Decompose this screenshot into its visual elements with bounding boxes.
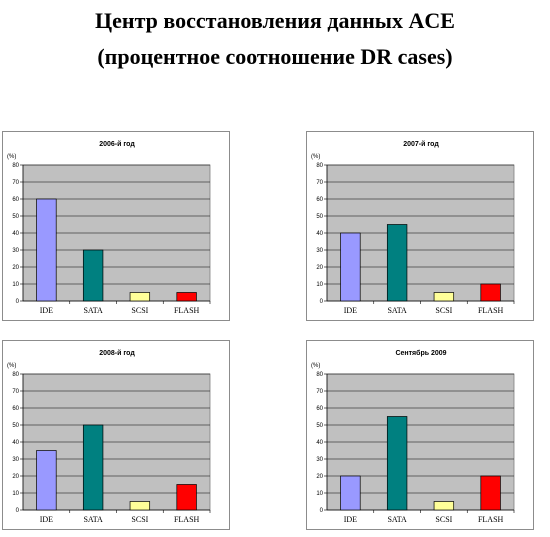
- page-title: Центр восстановления данных ACE: [95, 8, 455, 33]
- bar-sata: [82, 249, 104, 302]
- bar-ide: [36, 198, 57, 302]
- bar-flash: [480, 283, 501, 302]
- y-tick-label: 10: [12, 282, 19, 288]
- y-tick-label: 30: [316, 248, 323, 254]
- bar-flash: [176, 484, 197, 511]
- bar-flash: [176, 292, 197, 302]
- bar-flash: [480, 475, 501, 511]
- y-tick-label: 20: [316, 265, 323, 271]
- y-tick-label: 40: [316, 231, 323, 237]
- y-tick-label: 80: [316, 163, 323, 169]
- x-tick-label: SCSI: [131, 306, 148, 315]
- y-tick-label: 50: [316, 214, 323, 220]
- y-tick-label: 30: [12, 457, 19, 463]
- chart-2006-svg: 2006-й год (%) 0 10 20 30 40 50 60 70 80 IDE SATA SCS…: [7, 140, 211, 315]
- x-tick-label: FLASH: [478, 306, 504, 315]
- x-tick-label: FLASH: [174, 306, 200, 315]
- y-axis-unit: (%): [7, 154, 16, 160]
- y-tick-label: 40: [316, 440, 323, 446]
- y-tick-label: 0: [16, 299, 20, 305]
- chart-title: Сентябрь 2009: [395, 349, 446, 357]
- x-tick-label: SATA: [387, 515, 407, 524]
- y-tick-label: 30: [12, 248, 19, 254]
- y-tick-label: 10: [316, 282, 323, 288]
- chart-title: 2008-й год: [99, 349, 135, 357]
- y-tick-label: 20: [12, 474, 19, 480]
- chart-sep-2009-svg: Сентябрь 2009 (%) 0 10 20 30 40 50 60 70 80 IDE SATA…: [311, 349, 515, 524]
- chart-title: 2006-й год: [99, 140, 135, 148]
- y-tick-label: 20: [316, 474, 323, 480]
- chart-2008-svg: 2008-й год (%) 0 10 20 30 40 50 60 70 80 IDE SATA SCS…: [7, 349, 211, 524]
- x-tick-label: IDE: [344, 306, 357, 315]
- chart-sep-2009: Сентябрь 2009 (%) 0 10 20 30 40 50 60 70 80 IDE SATA…: [306, 340, 534, 530]
- y-tick-label: 80: [12, 372, 19, 378]
- x-tick-label: FLASH: [174, 515, 200, 524]
- y-tick-label: 40: [12, 231, 19, 237]
- bar-ide: [340, 475, 361, 511]
- y-tick-label: 80: [316, 372, 323, 378]
- chart-2008: 2008-й год (%) 0 10 20 30 40 50 60 70 80 IDE SATA SCS…: [2, 340, 230, 530]
- y-axis-unit: (%): [311, 154, 320, 160]
- y-tick-label: 60: [12, 197, 19, 203]
- y-tick-label: 50: [12, 423, 19, 429]
- y-tick-label: 10: [316, 491, 323, 497]
- y-tick-label: 60: [316, 406, 323, 412]
- y-tick-label: 70: [12, 180, 19, 186]
- x-tick-label: IDE: [40, 306, 53, 315]
- y-tick-label: 80: [12, 163, 19, 169]
- bar-sata: [82, 424, 104, 511]
- bar-sata: [386, 224, 408, 302]
- y-tick-label: 70: [316, 180, 323, 186]
- y-tick-label: 0: [16, 508, 20, 514]
- bar-scsi: [433, 501, 455, 511]
- y-tick-label: 20: [12, 265, 19, 271]
- x-tick-label: IDE: [344, 515, 357, 524]
- x-tick-label: SCSI: [435, 306, 452, 315]
- x-tick-label: SATA: [83, 515, 103, 524]
- bar-scsi: [129, 501, 151, 511]
- x-tick-label: FLASH: [478, 515, 504, 524]
- x-tick-label: SCSI: [131, 515, 148, 524]
- chart-title: 2007-й год: [403, 140, 439, 148]
- bar-sata: [386, 416, 408, 511]
- y-tick-label: 30: [316, 457, 323, 463]
- y-axis-unit: (%): [7, 363, 16, 369]
- y-tick-label: 60: [12, 406, 19, 412]
- y-tick-label: 10: [12, 491, 19, 497]
- bar-ide: [36, 450, 57, 511]
- y-tick-label: 70: [316, 389, 323, 395]
- x-tick-label: SCSI: [435, 515, 452, 524]
- bar-scsi: [129, 292, 151, 302]
- y-tick-label: 0: [320, 299, 324, 305]
- bar-scsi: [433, 292, 455, 302]
- y-tick-label: 50: [12, 214, 19, 220]
- y-tick-label: 70: [12, 389, 19, 395]
- chart-2006: 2006-й год (%) 0 10 20 30 40 50 60 70 80 IDE SATA SCS…: [2, 131, 230, 321]
- chart-2007: 2007-й год (%) 0 10 20 30 40 50 60 70 80 IDE SATA SCS…: [306, 131, 534, 321]
- bar-ide: [340, 232, 361, 302]
- chart-2007-svg: 2007-й год (%) 0 10 20 30 40 50 60 70 80 IDE SATA SCS…: [311, 140, 515, 315]
- x-tick-label: SATA: [387, 306, 407, 315]
- x-tick-label: IDE: [40, 515, 53, 524]
- page-subtitle: (процентное соотношение DR cases): [97, 44, 453, 69]
- y-tick-label: 50: [316, 423, 323, 429]
- y-tick-label: 40: [12, 440, 19, 446]
- y-tick-label: 60: [316, 197, 323, 203]
- x-tick-label: SATA: [83, 306, 103, 315]
- y-tick-label: 0: [320, 508, 324, 514]
- y-axis-unit: (%): [311, 363, 320, 369]
